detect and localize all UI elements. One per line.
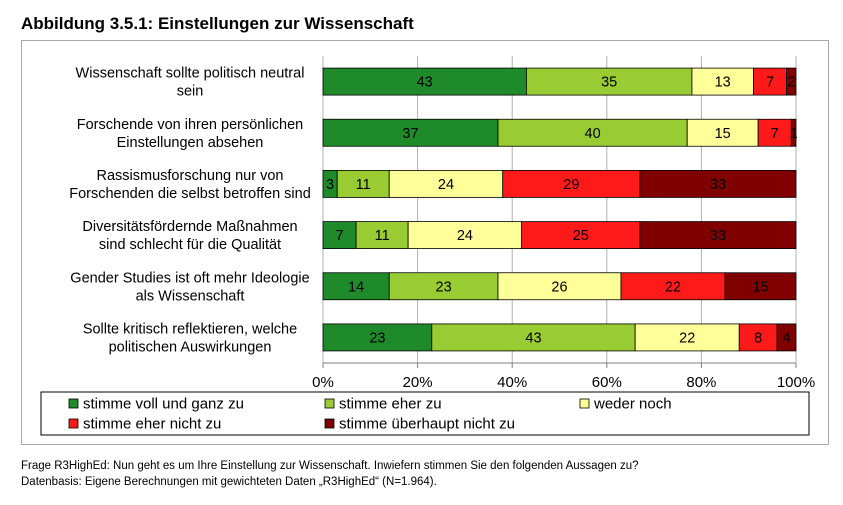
data-label: 43 <box>417 75 433 91</box>
gridlines <box>322 56 797 363</box>
category-labels: Wissenschaft sollte politisch neutral sei… <box>69 66 311 356</box>
data-label: 11 <box>375 228 390 244</box>
data-label: 8 <box>754 330 762 346</box>
bar-segment <box>786 67 797 96</box>
legend-swatch <box>324 398 335 409</box>
data-label: 24 <box>457 228 473 244</box>
data-label: 7 <box>336 228 344 244</box>
data-label: 29 <box>563 177 579 193</box>
data-label: 1 <box>790 126 798 142</box>
data-label: 43 <box>525 330 541 346</box>
bar-segment <box>355 221 409 249</box>
bar-segment <box>521 221 641 249</box>
data-source-note: Datenbasis: Eigene Berechnungen mit gewi… <box>21 476 437 488</box>
data-label: 3 <box>326 177 334 193</box>
bar-segment <box>738 323 778 352</box>
bar-segment <box>620 272 726 301</box>
data-label: 7 <box>771 126 779 142</box>
legend-label: stimme überhaupt nicht zu <box>339 416 515 433</box>
legend-swatch <box>68 418 79 429</box>
data-label: 4 <box>783 330 791 346</box>
data-label: 35 <box>601 75 617 91</box>
legend-label: stimme voll und ganz zu <box>83 396 244 413</box>
data-label: 22 <box>679 330 695 346</box>
bar-segment <box>639 170 797 198</box>
bar-segment <box>724 272 797 301</box>
legend-swatch <box>68 398 79 409</box>
data-label: 7 <box>766 75 774 91</box>
bar-segment <box>790 118 797 147</box>
category-label: Rassismusforschung nur von <box>97 168 284 184</box>
category-label: Diversitätsfördernde Maßnahmen <box>82 219 297 235</box>
bar-segment <box>502 170 641 198</box>
data-label: 15 <box>715 126 731 142</box>
x-tick-label: 100% <box>777 374 815 391</box>
bar-segment <box>388 272 499 301</box>
category-label: politischen Auswirkungen <box>109 339 272 355</box>
category-label: Wissenschaft sollte politisch neutral <box>76 66 305 82</box>
bar-segment <box>639 221 797 249</box>
data-label: 24 <box>438 177 454 193</box>
category-label: Forschende von ihren persönlichen <box>77 117 304 133</box>
data-label: 14 <box>348 279 364 295</box>
data-label: 23 <box>436 279 452 295</box>
legend-label: stimme eher nicht zu <box>83 416 221 433</box>
bar-segment <box>753 67 787 96</box>
bar-segment <box>322 67 527 96</box>
bar-segment <box>686 118 759 147</box>
figure-title: Abbildung 3.5.1: Einstellungen zur Wisse… <box>21 14 414 33</box>
bar-segment <box>634 323 740 352</box>
x-tick-label: 20% <box>403 374 433 391</box>
data-label: 33 <box>710 177 726 193</box>
bar-segment <box>757 118 792 147</box>
bar-segment <box>497 118 688 147</box>
x-tick-label: 40% <box>497 374 527 391</box>
bar-segment <box>776 323 797 352</box>
bar-segment <box>407 221 523 249</box>
category-label: sind schlecht für die Qualität <box>99 237 281 253</box>
bar-segment <box>322 118 499 147</box>
x-tick-label: 60% <box>592 374 622 391</box>
bar-segment <box>431 323 636 352</box>
data-label: 11 <box>356 177 371 193</box>
data-label: 40 <box>585 126 601 142</box>
bar-segment <box>322 323 433 352</box>
category-label: Forschenden die selbst betroffen sind <box>69 186 311 202</box>
x-tick-label: 80% <box>686 374 716 391</box>
bar-segment <box>322 272 390 301</box>
category-label: als Wissenschaft <box>136 288 245 304</box>
data-label: 26 <box>551 279 567 295</box>
x-tick-label: 0% <box>312 374 334 391</box>
legend-box <box>40 391 810 436</box>
data-label: 2 <box>787 75 795 91</box>
category-label: Einstellungen absehen <box>117 135 264 151</box>
x-tick-labels: 0% 20% 40% 60% 80% 100% <box>312 363 815 391</box>
data-label: 22 <box>665 279 681 295</box>
data-label: 13 <box>715 75 731 91</box>
legend-label: stimme eher zu <box>339 396 442 413</box>
data-label: 23 <box>369 330 385 346</box>
category-label: Gender Studies ist oft mehr Ideologie <box>70 270 309 286</box>
question-note: Frage R3HighEd: Nun geht es um Ihre Eins… <box>21 460 639 472</box>
data-label: 33 <box>710 228 726 244</box>
data-label: 37 <box>402 126 418 142</box>
legend-swatch <box>579 398 590 409</box>
category-label: sein <box>177 84 204 100</box>
data-label: 25 <box>573 228 589 244</box>
category-label: Sollte kritisch reflektieren, welche <box>83 321 297 337</box>
legend-swatch <box>324 418 335 429</box>
data-label: 15 <box>752 279 768 295</box>
chart-area: 43 35 13 7 2 37 40 15 7 1 3 11 24 29 33 7 11 24 25 33 14 23 26… <box>21 40 829 445</box>
legend-label: weder noch <box>593 396 672 413</box>
legend: stimme voll und ganz zu stimme eher zu wed… <box>40 391 810 436</box>
bar-segment <box>388 170 504 198</box>
bar-segment <box>322 221 357 249</box>
figure-note: Frage R3HighEd: Nun geht es um Ihre Eins… <box>21 458 639 490</box>
